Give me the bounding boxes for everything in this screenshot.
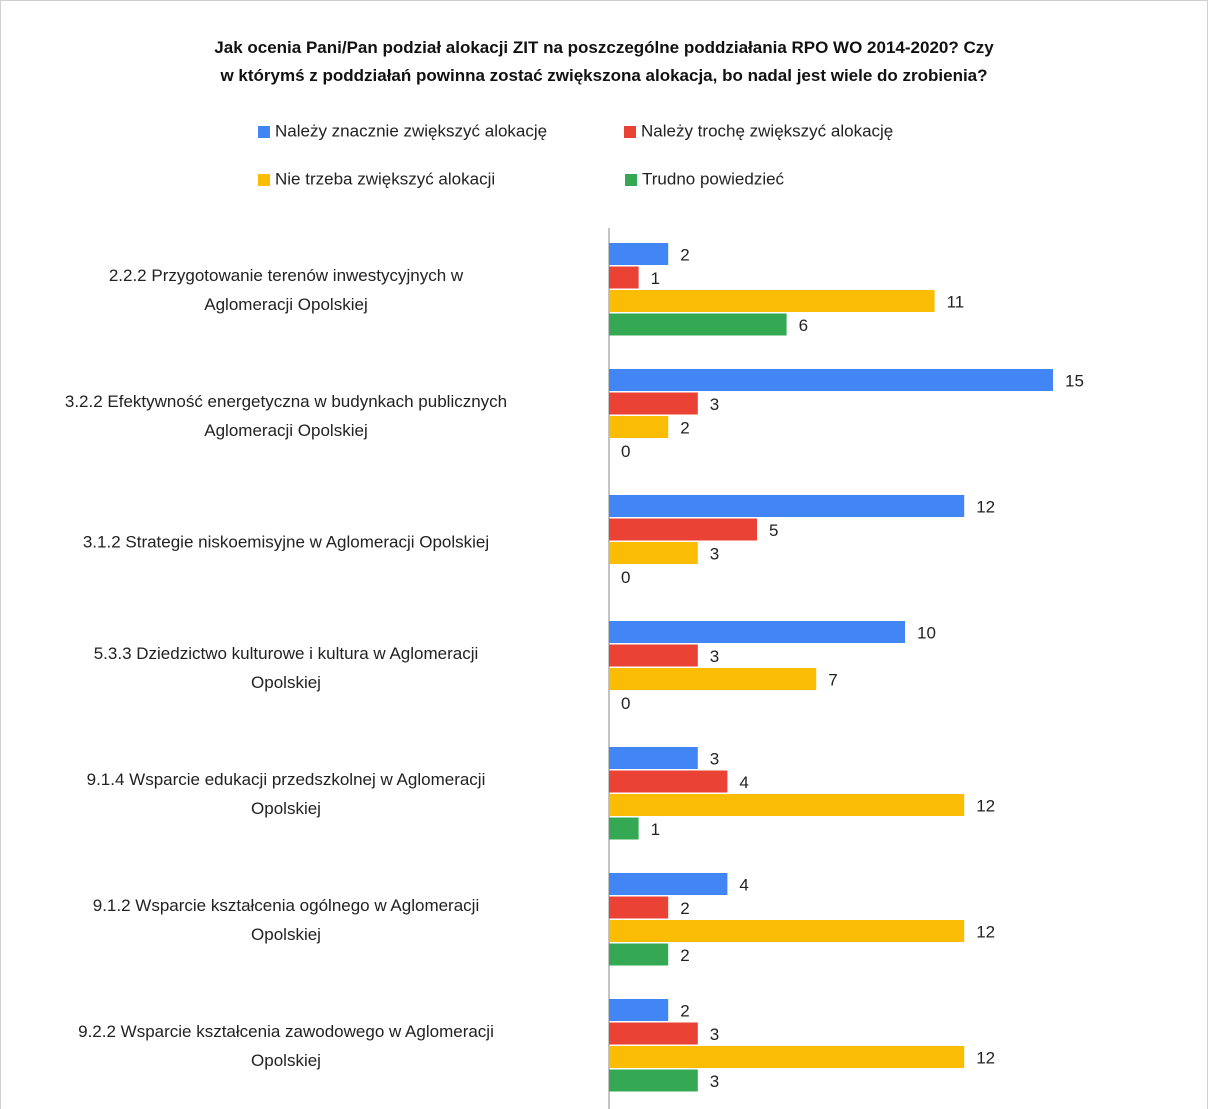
value-label: 7 xyxy=(828,670,837,689)
bar xyxy=(609,770,728,793)
legend-swatch xyxy=(624,126,636,138)
value-label: 12 xyxy=(976,1048,995,1067)
bar xyxy=(609,313,787,336)
bar xyxy=(609,495,965,517)
category-label: 3.1.2 Strategie niskoemisyjne w Aglomera… xyxy=(82,532,490,552)
bar xyxy=(609,873,728,895)
bar xyxy=(609,668,817,690)
category-label: 2.2.2 Przygotowanie terenów inwestycyjny… xyxy=(108,266,464,314)
bar xyxy=(609,644,698,667)
bar xyxy=(609,1069,698,1092)
bar xyxy=(609,794,965,816)
bar xyxy=(609,943,669,966)
bar xyxy=(609,243,669,265)
bar xyxy=(609,266,639,289)
value-label: 12 xyxy=(976,796,995,815)
value-label: 3 xyxy=(710,647,719,666)
bar xyxy=(609,518,757,541)
value-label: 3 xyxy=(710,1025,719,1044)
category-label: 9.2.2 Wsparcie kształcenia zawodowego w … xyxy=(78,1022,494,1070)
category-label: 3.2.2 Efektywność energetyczna w budynka… xyxy=(64,392,508,440)
value-label: 11 xyxy=(947,292,965,311)
value-label: 6 xyxy=(799,316,808,335)
bar xyxy=(609,542,698,564)
value-label: 0 xyxy=(621,694,630,713)
bar xyxy=(609,621,905,643)
chart-title: Jak ocenia Pani/Pan podział alokacji ZIT… xyxy=(214,38,994,85)
bar xyxy=(609,920,965,942)
value-label: 12 xyxy=(976,922,995,941)
legend-label: Nie trzeba zwiększyć alokacji xyxy=(275,169,495,188)
legend-label: Należy trochę zwiększyć alokację xyxy=(641,121,893,140)
bar xyxy=(609,1046,965,1068)
value-label: 1 xyxy=(651,269,660,288)
legend-label: Należy znacznie zwiększyć alokację xyxy=(275,121,547,140)
value-label: 15 xyxy=(1065,371,1084,390)
value-label: 0 xyxy=(621,568,630,587)
value-label: 5 xyxy=(769,521,778,540)
value-label: 2 xyxy=(680,946,689,965)
bar xyxy=(609,290,935,312)
bar xyxy=(609,747,698,769)
legend-label: Trudno powiedzieć xyxy=(642,169,785,188)
category-label: 5.3.3 Dziedzictwo kulturowe i kultura w … xyxy=(93,644,479,692)
value-label: 4 xyxy=(739,875,748,894)
legend-swatch xyxy=(258,126,270,138)
value-label: 12 xyxy=(976,497,995,516)
bar xyxy=(609,999,669,1021)
value-label: 2 xyxy=(680,418,689,437)
value-label: 2 xyxy=(680,245,689,264)
legend-swatch xyxy=(625,174,637,186)
value-label: 3 xyxy=(710,749,719,768)
bar xyxy=(609,369,1053,391)
category-label: 9.1.2 Wsparcie kształcenia ogólnego w Ag… xyxy=(92,896,480,944)
value-label: 1 xyxy=(651,820,660,839)
bar xyxy=(609,896,669,919)
value-label: 3 xyxy=(710,1072,719,1091)
value-label: 0 xyxy=(621,442,630,461)
value-label: 10 xyxy=(917,623,936,642)
category-label: 9.1.4 Wsparcie edukacji przedszkolnej w … xyxy=(86,770,486,818)
value-label: 4 xyxy=(739,773,748,792)
value-label: 3 xyxy=(710,544,719,563)
bar xyxy=(609,1022,698,1045)
bar xyxy=(609,392,698,415)
value-label: 3 xyxy=(710,395,719,414)
legend-swatch xyxy=(258,174,270,186)
value-label: 2 xyxy=(680,899,689,918)
value-label: 2 xyxy=(680,1001,689,1020)
bar xyxy=(609,416,669,438)
bar xyxy=(609,817,639,840)
